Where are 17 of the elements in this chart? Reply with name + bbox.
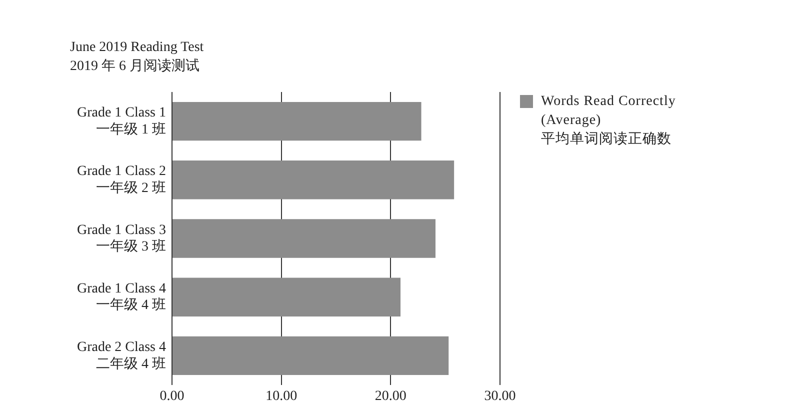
bar [172,336,449,376]
y-tick-label: Grade 1 Class 3 一年级 3 班 [76,222,166,255]
chart-subtitle: 2019 年 6 月阅读测试 [70,58,200,76]
x-tick-label: 0.00 [160,389,184,404]
y-tick-label: Grade 1 Class 2 一年级 2 班 [76,164,166,196]
bar [172,278,401,316]
x-tick-label: 10.00 [266,389,298,404]
legend-label: Words Read Correctly (Average) 平均单词阅读正确数 [541,93,676,149]
bar [172,102,422,141]
x-tick-label: 30.00 [484,389,516,404]
x-tick-label: 20.00 [374,389,406,404]
chart-title: June 2019 Reading Test [70,39,204,57]
y-tick-label: Grade 2 Class 4 二年级 4 班 [76,340,166,372]
bar [172,160,454,200]
y-tick-label: Grade 1 Class 4 一年级 4 班 [76,281,166,314]
bar [172,219,436,258]
y-tick-label: Grade 1 Class 1 一年级 1 班 [76,106,166,138]
